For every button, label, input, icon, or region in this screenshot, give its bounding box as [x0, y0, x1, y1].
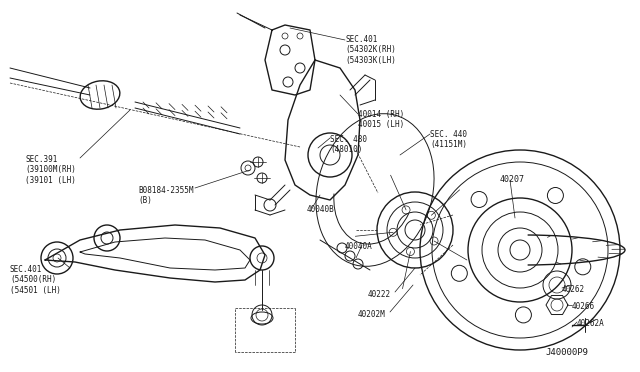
Text: SEC.401
(54302K(RH)
(54303K(LH): SEC.401 (54302K(RH) (54303K(LH)	[345, 35, 396, 65]
Text: 40040B: 40040B	[307, 205, 335, 214]
Text: 40202M: 40202M	[358, 310, 386, 319]
Text: 40262: 40262	[562, 285, 585, 294]
Text: J40000P9: J40000P9	[545, 348, 588, 357]
Text: SEC.401
(54500(RH)
(54501 (LH): SEC.401 (54500(RH) (54501 (LH)	[10, 265, 61, 295]
Text: 40014 (RH)
40015 (LH): 40014 (RH) 40015 (LH)	[358, 110, 404, 129]
Text: 40040A: 40040A	[345, 242, 372, 251]
Text: SEC.391
(39100M(RH)
(39101 (LH): SEC.391 (39100M(RH) (39101 (LH)	[25, 155, 76, 185]
Text: B08184-2355M
(B): B08184-2355M (B)	[138, 186, 193, 205]
Text: 40207: 40207	[500, 175, 525, 184]
Text: 40266: 40266	[572, 302, 595, 311]
Text: 40222: 40222	[368, 290, 391, 299]
Text: SEC. 480
(48010): SEC. 480 (48010)	[330, 135, 367, 154]
Text: SEC. 440
(41151M): SEC. 440 (41151M)	[430, 130, 467, 150]
Text: 40262A: 40262A	[577, 319, 605, 328]
